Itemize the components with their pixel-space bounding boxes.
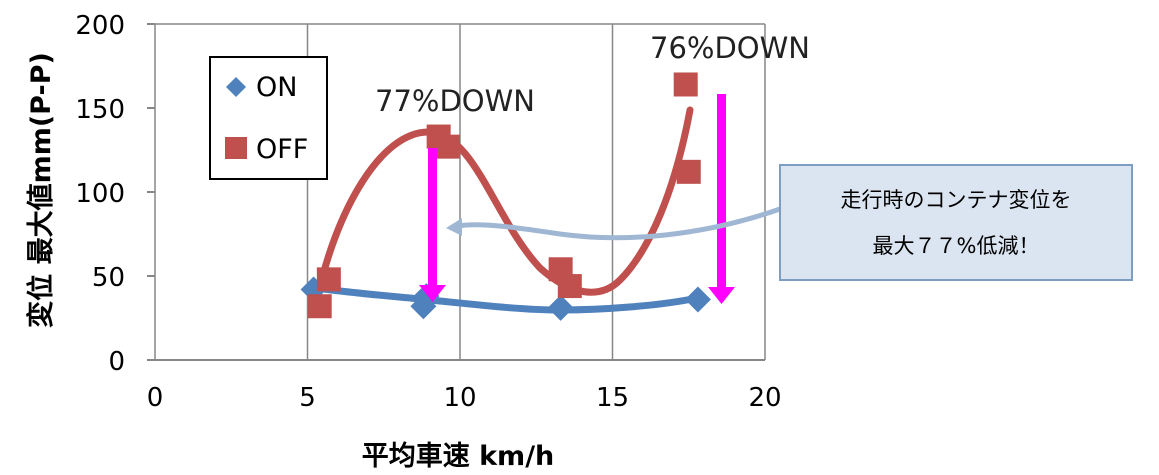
off-data-point bbox=[673, 72, 698, 97]
arrow-shaft bbox=[717, 94, 726, 290]
annotation-77-down: 77%DOWN bbox=[375, 84, 535, 118]
arrow-shaft bbox=[428, 148, 437, 288]
off-data-point bbox=[557, 274, 582, 299]
reduction-arrow-1 bbox=[419, 148, 446, 302]
x-tick-label: 20 bbox=[748, 383, 781, 413]
legend-on-marker bbox=[226, 77, 246, 97]
y-tick-label: 150 bbox=[75, 95, 125, 125]
legend-off-label: OFF bbox=[256, 134, 308, 165]
callout: 走行時のコンテナ変位を 最大７７%低減！ bbox=[446, 164, 1133, 281]
off-data-point bbox=[316, 267, 341, 292]
arrow-head bbox=[419, 285, 446, 302]
on-series-points bbox=[300, 276, 711, 321]
off-data-point bbox=[676, 159, 701, 184]
off-trend-curve bbox=[314, 106, 694, 300]
legend: ON OFF bbox=[209, 56, 328, 180]
x-tick-label: 15 bbox=[596, 383, 629, 413]
y-tick-label: 50 bbox=[92, 263, 125, 293]
x-tick-label: 10 bbox=[443, 383, 476, 413]
x-tick-label: 0 bbox=[147, 383, 164, 413]
legend-off-marker bbox=[225, 137, 247, 159]
on-trend-curve bbox=[306, 283, 701, 314]
axes bbox=[147, 23, 765, 361]
off-data-point bbox=[307, 294, 332, 319]
x-axis-title: 平均車速 km/h bbox=[362, 441, 555, 472]
x-tick-label: 5 bbox=[299, 383, 316, 413]
x-tick-labels: 0 5 10 15 20 bbox=[147, 383, 782, 413]
callout-pointer-arrow bbox=[457, 206, 781, 241]
callout-line-1: 走行時のコンテナ変位を bbox=[841, 188, 1072, 212]
y-tick-label: 100 bbox=[75, 179, 125, 209]
y-tick-label: 200 bbox=[75, 11, 125, 41]
y-tick-label: 0 bbox=[108, 347, 125, 377]
arrow-head bbox=[708, 287, 735, 304]
on-data-point bbox=[547, 294, 574, 321]
callout-line-2: 最大７７%低減！ bbox=[873, 234, 1040, 258]
annotation-76-down: 76%DOWN bbox=[650, 31, 810, 65]
off-series-points bbox=[307, 72, 701, 319]
y-tick-labels: 0 50 100 150 200 bbox=[75, 11, 125, 377]
callout-pointer-head bbox=[446, 218, 462, 236]
reduction-arrow-2 bbox=[708, 94, 735, 304]
legend-on-label: ON bbox=[256, 72, 297, 103]
y-axis-title: 変位 最大値mm(P-P) bbox=[25, 52, 57, 328]
off-data-point bbox=[435, 134, 460, 159]
callout-box bbox=[779, 164, 1133, 281]
on-data-point bbox=[684, 286, 711, 313]
